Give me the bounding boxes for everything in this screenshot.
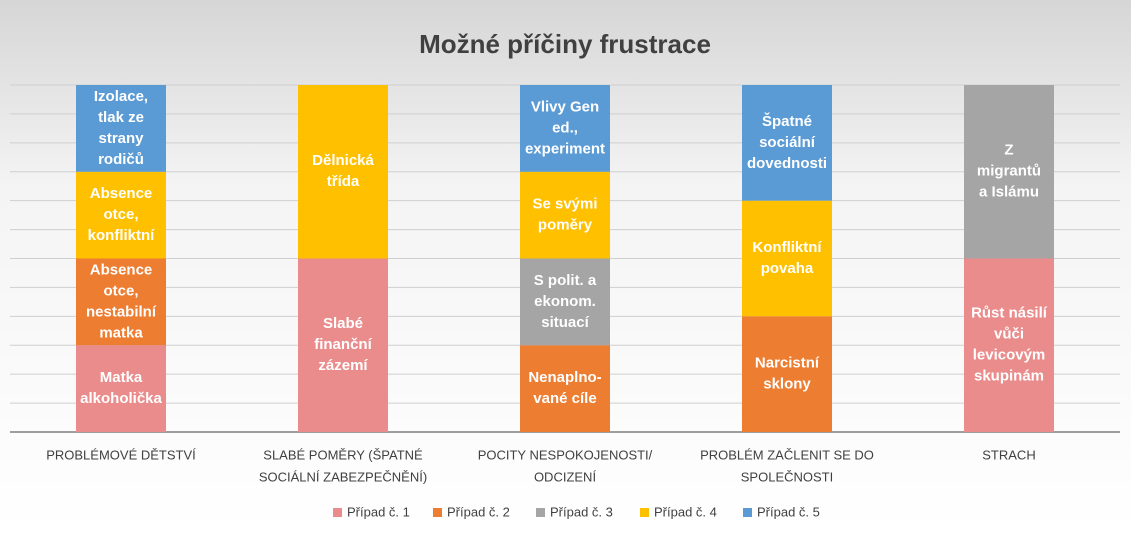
segment-label: Izolace, — [94, 88, 148, 105]
segment-label: levicovým — [973, 347, 1046, 364]
segment-label: Slabé — [323, 315, 363, 332]
segment-label: Z — [1004, 142, 1013, 159]
x-tick-label: PROBLÉMOVÉ DĚTSTVÍ — [46, 447, 196, 462]
legend-label: Případ č. 1 — [347, 504, 410, 519]
bar-segment — [742, 85, 832, 201]
segment-label: tlak ze — [98, 109, 144, 126]
segment-label: Narcistní — [755, 355, 820, 372]
x-tick-label: ODCIZENÍ — [534, 469, 597, 484]
segment-label: vané cíle — [533, 390, 596, 407]
segment-label: skupinám — [974, 368, 1044, 385]
legend-swatch — [333, 508, 342, 517]
bar-segment — [76, 258, 166, 346]
bar-segment — [520, 345, 610, 432]
segment-label: S polit. a — [534, 272, 597, 289]
segment-label: vůči — [994, 326, 1024, 343]
segment-label: sociální — [759, 134, 816, 151]
bar-segment — [520, 171, 610, 259]
segment-label: finanční — [314, 336, 372, 353]
segment-label: Růst násilí — [971, 305, 1048, 322]
legend-swatch — [743, 508, 752, 517]
segment-label: Absence — [90, 261, 153, 278]
x-tick-label: SLABÉ POMĚRY (ŠPATNÉ — [263, 447, 423, 462]
x-tick-label: POCITY NESPOKOJENOSTI/ — [478, 447, 653, 462]
segment-label: matka — [99, 324, 143, 341]
bar-segment — [520, 258, 610, 346]
bar-segment — [76, 345, 166, 432]
segment-label: Nenaplno- — [528, 369, 601, 386]
segment-label: sklony — [763, 376, 811, 393]
segment-label: konfliktní — [88, 227, 155, 244]
segment-label: situací — [541, 314, 589, 331]
segment-label: Konfliktní — [752, 239, 822, 256]
x-tick-label: SOCIÁLNÍ ZABEZPEČNĚNÍ) — [259, 469, 427, 484]
segment-label: a Islámu — [979, 184, 1039, 201]
segment-label: Se svými — [532, 196, 597, 213]
bar-segment — [742, 200, 832, 317]
legend-label: Případ č. 5 — [757, 504, 820, 519]
x-tick-label: SPOLEČNOSTI — [741, 469, 833, 484]
segment-label: rodičů — [98, 151, 144, 168]
segment-label: otce, — [103, 282, 138, 299]
segment-label: Dělnická — [312, 152, 374, 169]
legend-swatch — [536, 508, 545, 517]
segment-label: povaha — [761, 260, 814, 277]
legend-label: Případ č. 4 — [654, 504, 717, 519]
segment-label: ed., — [552, 119, 578, 136]
segment-label: migrantů — [977, 163, 1041, 180]
legend-label: Případ č. 3 — [550, 504, 613, 519]
chart-title: Možné příčiny frustrace — [419, 29, 711, 59]
segment-label: Vlivy Gen — [531, 98, 599, 115]
x-tick-label: PROBLÉM ZAČLENIT SE DO — [700, 447, 874, 462]
segment-label: zázemí — [318, 357, 368, 374]
segment-label: otce, — [103, 206, 138, 223]
bar-segment — [298, 85, 388, 259]
bar-segment — [742, 316, 832, 432]
segment-label: experiment — [525, 140, 605, 157]
segment-label: alkoholička — [80, 390, 162, 407]
segment-label: poměry — [538, 217, 593, 234]
segment-label: Absence — [90, 185, 153, 202]
segment-label: Špatné — [762, 112, 812, 130]
segment-label: strany — [98, 130, 144, 147]
segment-label: ekonom. — [534, 293, 596, 310]
bar-segment — [298, 258, 388, 432]
x-tick-label: STRACH — [982, 447, 1035, 462]
segment-label: Matka — [100, 369, 143, 386]
bar-segment — [964, 258, 1054, 432]
bar-segment — [964, 85, 1054, 259]
legend-swatch — [640, 508, 649, 517]
segment-label: třída — [327, 173, 360, 190]
segment-label: nestabilní — [86, 303, 157, 320]
legend-label: Případ č. 2 — [447, 504, 510, 519]
bar-segment — [76, 171, 166, 259]
bar-segment — [76, 85, 166, 172]
bar-segment — [520, 85, 610, 172]
segment-label: dovednosti — [747, 155, 827, 172]
legend-swatch — [433, 508, 442, 517]
